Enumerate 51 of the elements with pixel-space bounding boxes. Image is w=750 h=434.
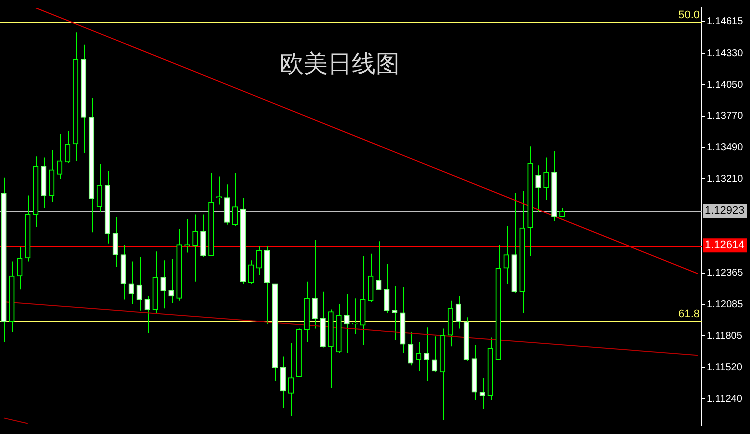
candlestick [224, 184, 230, 226]
candlestick [432, 336, 438, 373]
candlestick [192, 214, 198, 282]
y-tick-label: 1.14050 [707, 80, 744, 91]
annotation: 50.0 [678, 10, 700, 22]
y-tick-label: 1.14330 [707, 48, 744, 60]
candlestick [504, 225, 510, 285]
candlestick [57, 134, 63, 180]
candlestick [64, 130, 71, 164]
y-tick-label: 1.11805 [707, 330, 743, 342]
candlestick [248, 260, 254, 285]
text: 欧美日线图 [280, 50, 400, 78]
candlestick [200, 214, 206, 258]
y-tick-label: 1.13770 [707, 111, 744, 122]
y-tick-label: 1.14615 [707, 16, 744, 28]
candlestick [288, 342, 294, 416]
candlestick [368, 253, 374, 302]
y-tick-label: 1.11240 [707, 394, 743, 405]
candlestick [344, 294, 350, 354]
candlestick [536, 165, 542, 214]
candlestick [256, 246, 262, 276]
ref-line-label: 1.12614 [705, 240, 745, 252]
y-tick-label: 1.12365 [707, 268, 744, 280]
candlestick [160, 260, 166, 310]
candlestick [392, 286, 398, 340]
y-tick-label: 1.11520 [707, 362, 743, 374]
candlestick [168, 258, 174, 304]
annotation: 61.8 [678, 308, 700, 320]
candlestick [112, 216, 118, 268]
candlestick [424, 327, 430, 382]
candlestick [136, 256, 142, 312]
candlestick [312, 240, 318, 330]
candlestick [376, 241, 382, 290]
candlestick [232, 172, 238, 226]
candlestick [416, 342, 422, 372]
candlestick [480, 377, 486, 410]
candlestick [128, 261, 134, 305]
y-tick-label: 1.13490 [707, 142, 744, 154]
candlestick [184, 218, 190, 254]
ref-line-label: 1.12923 [705, 205, 745, 218]
candlestick [384, 263, 390, 314]
candlestick [408, 332, 414, 366]
y-tick-label: 1.13210 [707, 174, 744, 185]
candlestick [280, 356, 286, 409]
candlestick [216, 176, 222, 206]
candlestick [144, 296, 150, 334]
candlestick [96, 164, 103, 214]
candlestick [17, 246, 23, 290]
y-tick-label: 1.12085 [707, 299, 744, 310]
candlestick [544, 157, 550, 201]
candlestick [456, 296, 462, 330]
